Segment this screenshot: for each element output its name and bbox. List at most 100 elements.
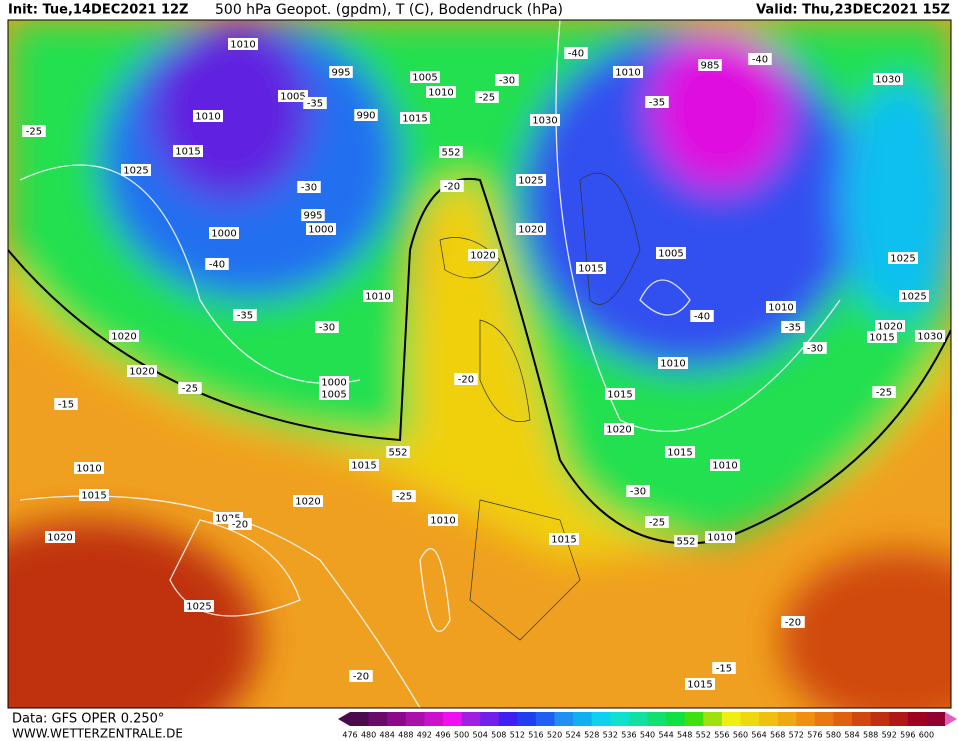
label-box	[888, 252, 918, 264]
label-box	[410, 71, 440, 83]
label-box	[22, 125, 46, 137]
label-box	[392, 490, 416, 502]
colorbar-cell	[703, 712, 723, 726]
colorbar-cell	[889, 712, 909, 726]
colorbar-label: 540	[640, 731, 655, 740]
map-title: 500 hPa Geopot. (gpdm), T (C), Bodendruc…	[215, 2, 563, 18]
isoline-label: -20	[785, 618, 801, 629]
isoline-label: 1000	[308, 225, 333, 236]
label-box	[109, 330, 139, 342]
colorbar-cell	[368, 712, 388, 726]
colorbar-cell	[554, 712, 574, 726]
init-time: Init: Tue,14DEC2021 12Z	[8, 3, 188, 18]
isoline-label: 990	[356, 111, 375, 122]
label-box	[658, 357, 688, 369]
isoline-label: 1015	[81, 491, 106, 502]
isoline-label: -30	[319, 323, 335, 334]
isoline-label: 1010	[712, 461, 737, 472]
map-frame	[7, 19, 952, 709]
isoline-label: 1030	[532, 116, 557, 127]
label-box	[475, 91, 499, 103]
label-box	[645, 516, 669, 528]
isoline-label: -35	[237, 311, 253, 322]
isoline-label: 1020	[470, 251, 495, 262]
label-box	[748, 53, 772, 65]
isoline-label: 552	[441, 148, 460, 159]
colorbar-label: 580	[826, 731, 841, 740]
label-box	[576, 262, 606, 274]
isoline-label: 1005	[658, 249, 683, 260]
isoline-label: 1015	[607, 390, 632, 401]
label-box	[626, 485, 650, 497]
isoline-label: -20	[444, 182, 460, 193]
colorbar-cell	[628, 712, 648, 726]
label-box	[363, 290, 393, 302]
isoline-label: 1020	[129, 367, 154, 378]
colorbar-label: 564	[751, 731, 766, 740]
colorbar-cell	[833, 712, 853, 726]
label-box	[875, 320, 905, 332]
isoline-label: -25	[26, 127, 42, 138]
isoline-label: 1005	[321, 390, 346, 401]
label-box	[428, 514, 458, 526]
colorbar-cell	[591, 712, 611, 726]
colorbar-label: 568	[770, 731, 785, 740]
label-box	[899, 290, 929, 302]
label-box	[698, 59, 722, 71]
label-box	[781, 616, 805, 628]
isoline-label: 1010	[660, 359, 685, 370]
colorbar-cell	[424, 712, 444, 726]
label-box	[454, 373, 478, 385]
isoline-label: 552	[676, 537, 695, 548]
isoline-label: -15	[716, 664, 732, 675]
label-box	[301, 209, 325, 221]
label-box	[79, 489, 109, 501]
isoline-label: -25	[396, 492, 412, 503]
label-box	[178, 382, 202, 394]
colorbar-label: 552	[696, 731, 711, 740]
colorbar-cell	[907, 712, 927, 726]
isoline-label: -20	[232, 520, 248, 531]
colorbar-cell	[777, 712, 797, 726]
colorbar-cell	[759, 712, 779, 726]
label-box	[495, 74, 519, 86]
label-box	[516, 223, 546, 235]
label-box	[306, 223, 336, 235]
label-box	[319, 388, 349, 400]
colorbar-label: 488	[398, 731, 413, 740]
isoline-label: 1005	[280, 92, 305, 103]
colorbar-label: 520	[547, 731, 562, 740]
label-box	[354, 109, 378, 121]
colorbar-cell	[684, 712, 704, 726]
colorbar-cell	[517, 712, 537, 726]
isoline-label: -20	[458, 375, 474, 386]
map-field	[8, 20, 951, 708]
label-box	[228, 518, 252, 530]
label-box	[278, 90, 308, 102]
label-box	[665, 446, 695, 458]
isoline-label: -40	[694, 312, 710, 323]
colorbar-cell	[442, 712, 463, 726]
isoline-label: 552	[388, 448, 407, 459]
label-box	[915, 330, 945, 342]
isoline-label: 1015	[869, 333, 894, 344]
isoline-label: 1000	[321, 378, 346, 389]
isoline-label: 1010	[195, 112, 220, 123]
isoline-label: 1015	[402, 114, 427, 125]
isoline-label: 1010	[707, 533, 732, 544]
colorbar-arrow-right	[945, 712, 957, 726]
colorbar-cell	[535, 712, 556, 726]
isoline-label: 1020	[877, 322, 902, 333]
colorbar-label: 492	[417, 731, 432, 740]
colorbar-label: 592	[882, 731, 897, 740]
colorbar-cell	[498, 712, 518, 726]
isoline-label: 1015	[175, 147, 200, 158]
isoline-label: -25	[479, 93, 495, 104]
isoline-label: -25	[876, 388, 892, 399]
site-name: WWW.WETTERZENTRALE.DE	[12, 727, 183, 741]
isoline-label: 1010	[428, 88, 453, 99]
colorbar-cell	[610, 712, 630, 726]
colorbar-label: 576	[807, 731, 822, 740]
label-box	[690, 310, 714, 322]
